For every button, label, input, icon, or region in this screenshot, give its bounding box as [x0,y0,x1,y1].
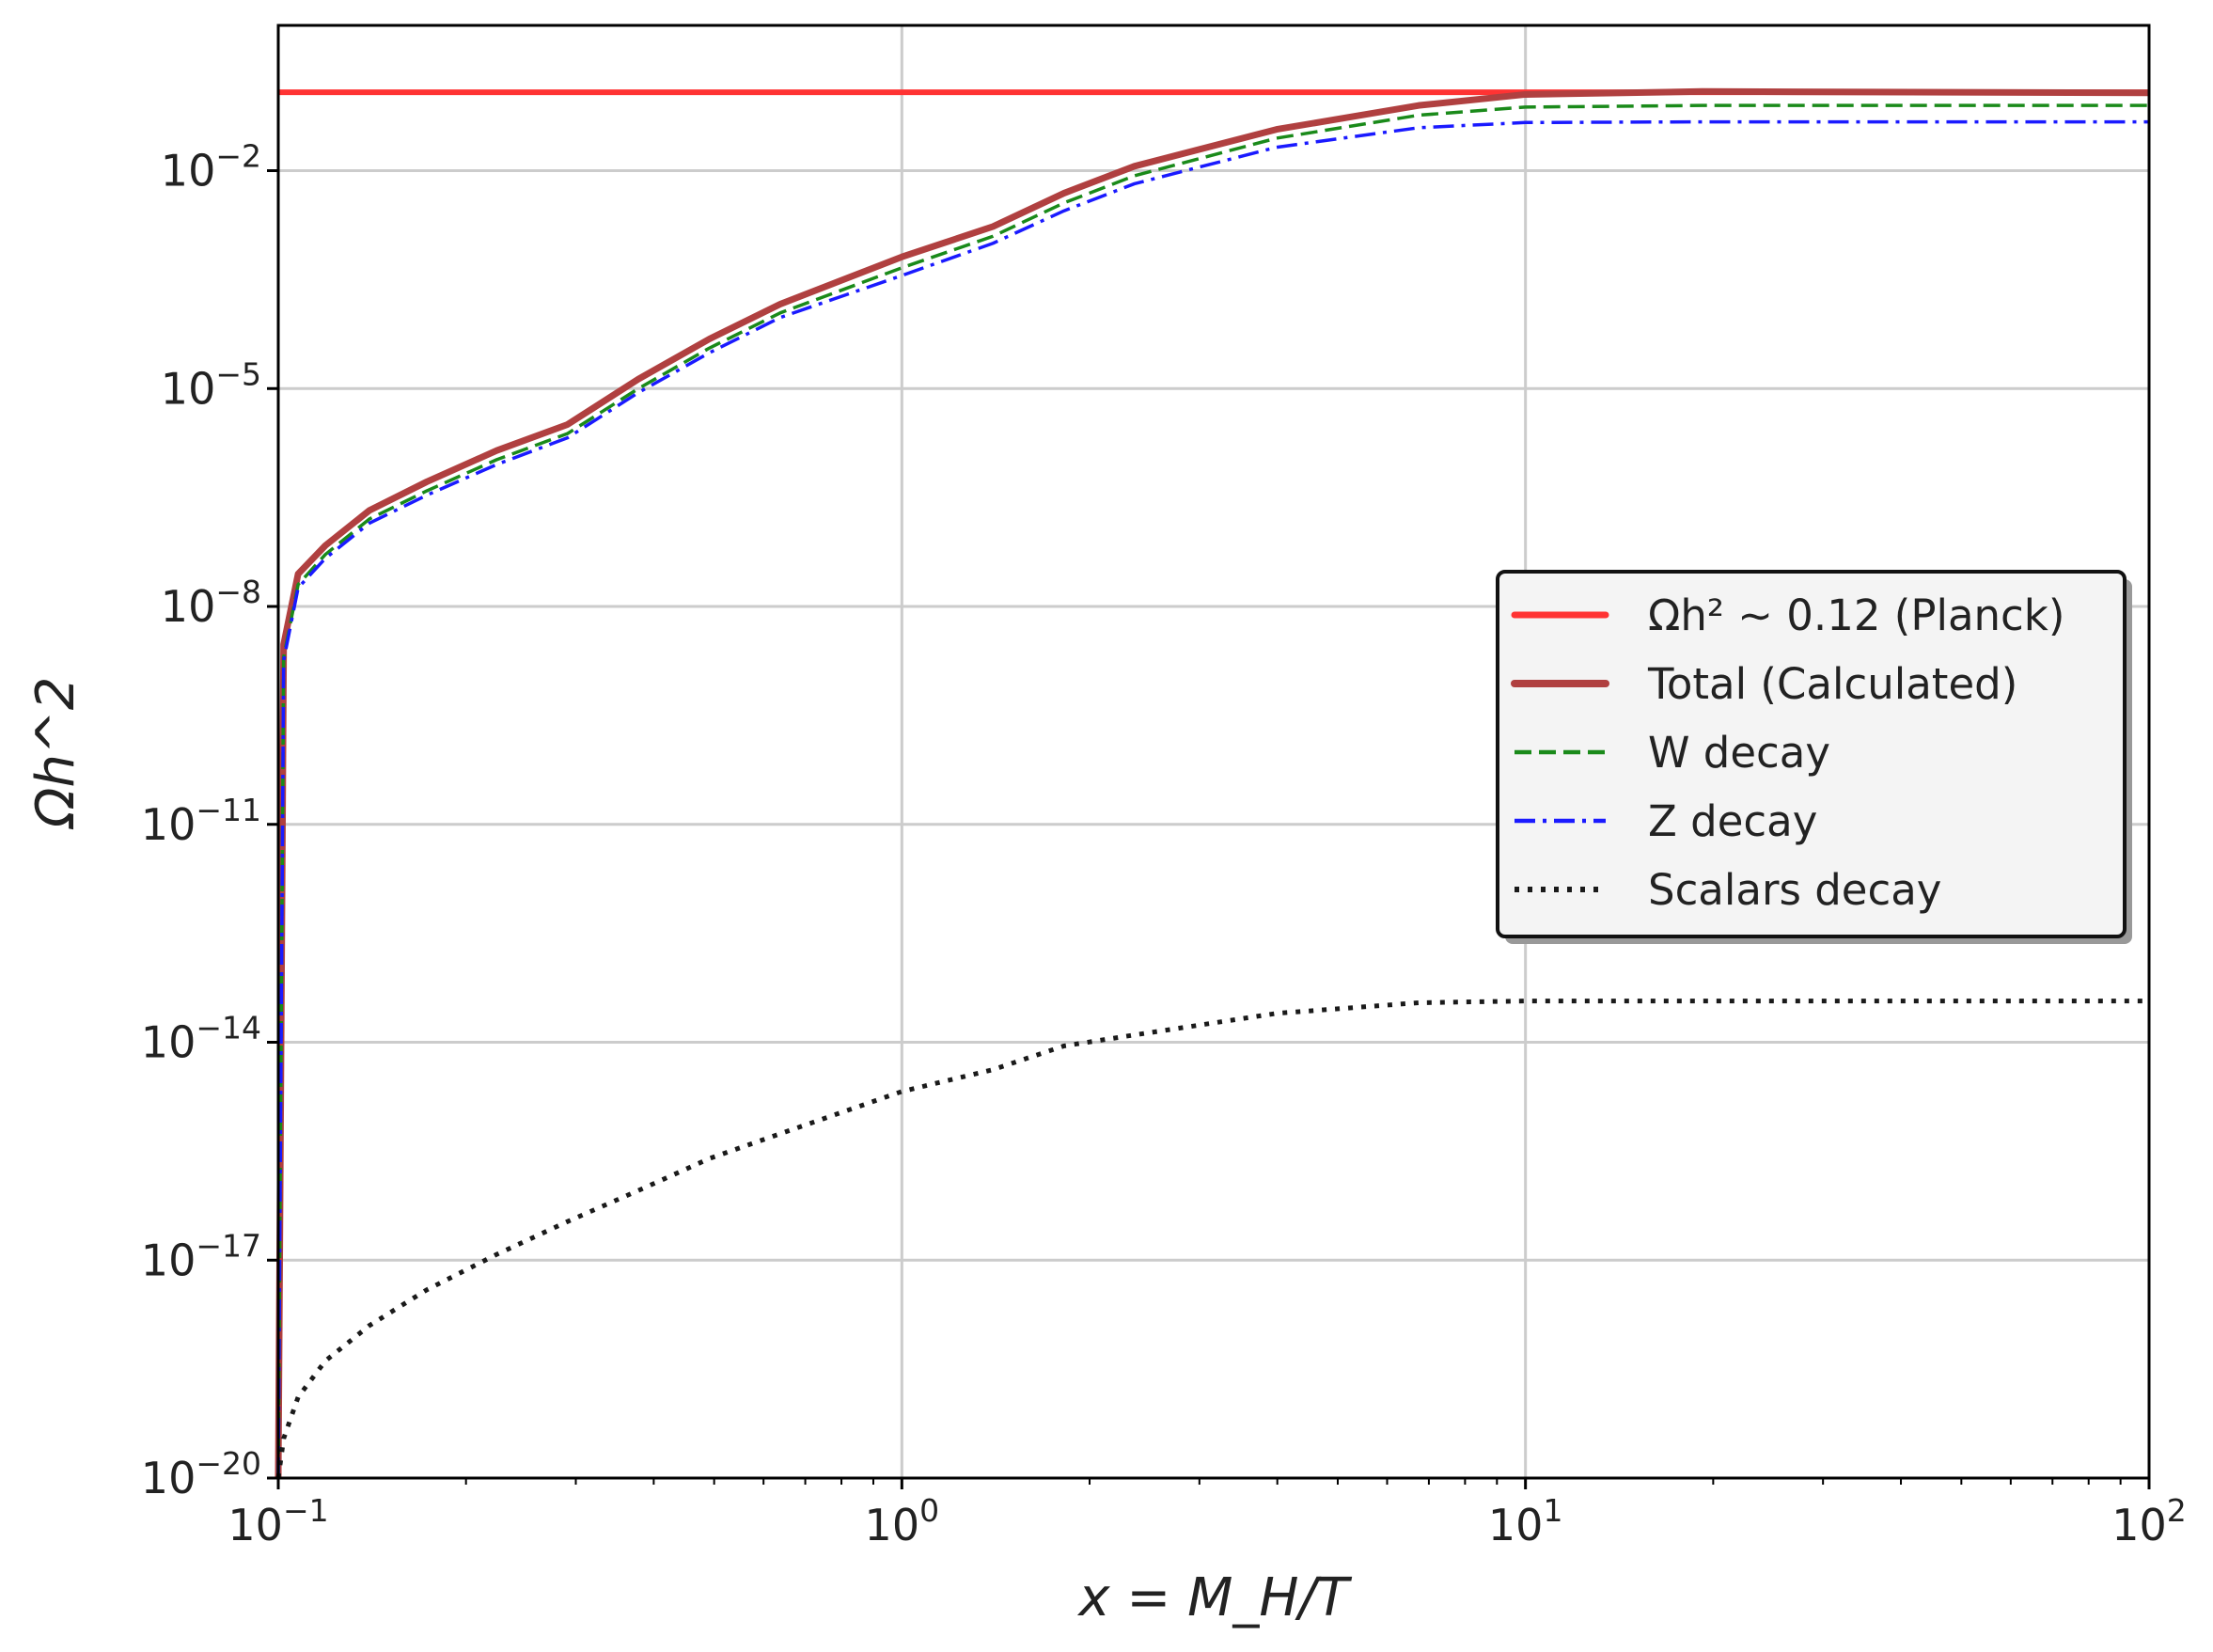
x-tick-label: 102 [2111,1492,2187,1550]
y-tick-label: 10−17 [141,1227,261,1285]
legend-box [1496,570,2127,938]
series-line-scalars-decay [275,999,2149,1479]
grid [278,25,2149,1478]
series-line-z-decay [276,119,2149,1479]
series-line-total-calculated [275,87,2150,1479]
y-axis-label: Ωh^2 [25,677,86,830]
y-tick-label: 10−8 [161,574,261,632]
legend-label: Scalars decay [1648,865,1941,915]
series-line-w-decay [276,103,2149,1479]
legend: Ωh² ∼ 0.12 (Planck) Total (Calculated) W d… [1496,570,2132,944]
ticks: 10−1 100 101 102 10−2 10−5 10−8 10−11 10−14 10−17… [141,138,2187,1551]
x-tick-label: 10−1 [228,1492,328,1550]
y-tick-label: 10−14 [141,1010,261,1068]
legend-label: W decay [1648,728,1830,778]
y-tick-label: 10−5 [161,355,261,414]
y-tick-label: 10−2 [161,138,261,197]
legend-label: Z decay [1648,796,1817,846]
plot-frame [276,24,2151,1480]
legend-label: Total (Calculated) [1647,659,2017,709]
x-tick-label: 101 [1488,1492,1563,1550]
series-lines [275,87,2150,1479]
x-tick-label: 100 [865,1492,940,1550]
legend-label: Ωh² ∼ 0.12 (Planck) [1648,590,2064,640]
y-tick-label: 10−20 [141,1445,261,1503]
x-axis-label: x = M_H/T [1076,1567,1352,1628]
y-tick-label: 10−11 [141,792,261,850]
